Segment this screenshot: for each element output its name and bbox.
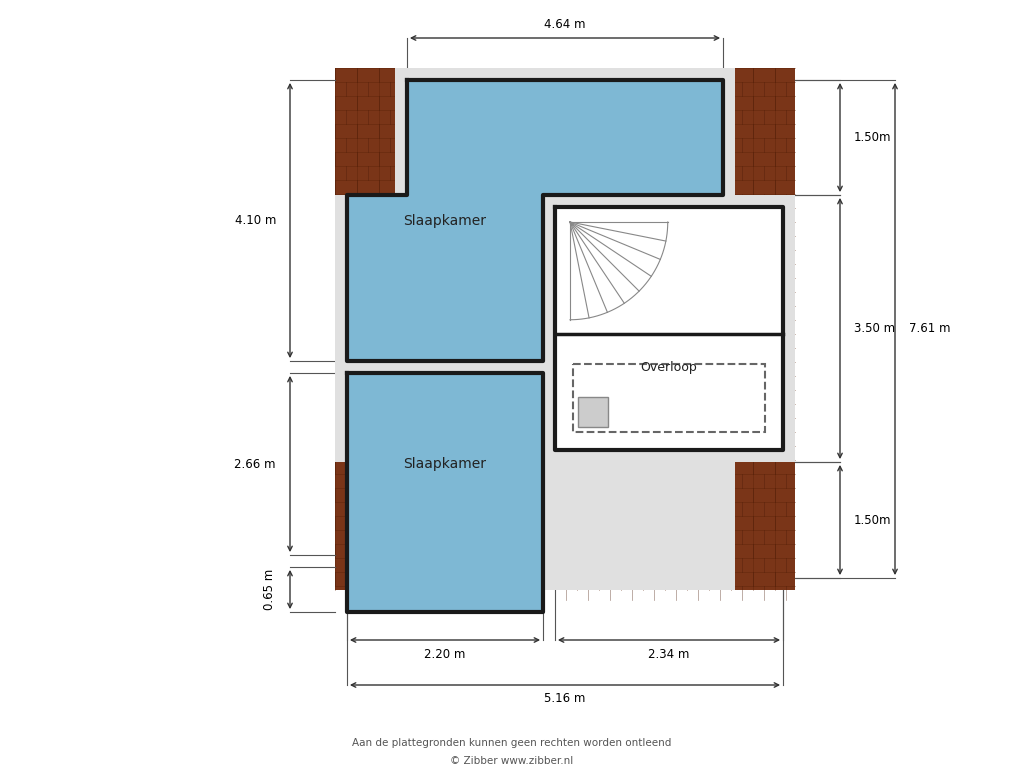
Bar: [395, 68, 735, 195]
Bar: [578, 397, 608, 427]
Text: © Zibber www.zibber.nl: © Zibber www.zibber.nl: [451, 756, 573, 766]
Polygon shape: [347, 80, 723, 361]
Bar: [395, 462, 735, 590]
Text: 1.50m: 1.50m: [854, 131, 892, 144]
Text: 1.50m: 1.50m: [854, 514, 892, 527]
Text: Aan de plattegronden kunnen geen rechten worden ontleend: Aan de plattegronden kunnen geen rechten…: [352, 738, 672, 748]
Bar: [555, 207, 783, 450]
Text: 3.50 m: 3.50 m: [854, 322, 895, 335]
Text: Slaapkamer: Slaapkamer: [403, 457, 486, 471]
Text: 2.66 m: 2.66 m: [234, 458, 276, 471]
Text: 4.64 m: 4.64 m: [544, 18, 586, 31]
Text: 4.10 m: 4.10 m: [234, 214, 276, 227]
Bar: [573, 364, 765, 432]
Text: Overloop: Overloop: [641, 362, 697, 375]
Bar: [335, 68, 795, 590]
Bar: [335, 195, 795, 462]
Text: 2.20 m: 2.20 m: [424, 647, 466, 660]
Text: 7.61 m: 7.61 m: [909, 323, 950, 336]
Text: Slaapkamer: Slaapkamer: [403, 214, 486, 227]
Text: 5.16 m: 5.16 m: [545, 693, 586, 706]
Polygon shape: [347, 373, 543, 612]
Text: 2.34 m: 2.34 m: [648, 647, 690, 660]
Text: 0.65 m: 0.65 m: [263, 569, 276, 610]
